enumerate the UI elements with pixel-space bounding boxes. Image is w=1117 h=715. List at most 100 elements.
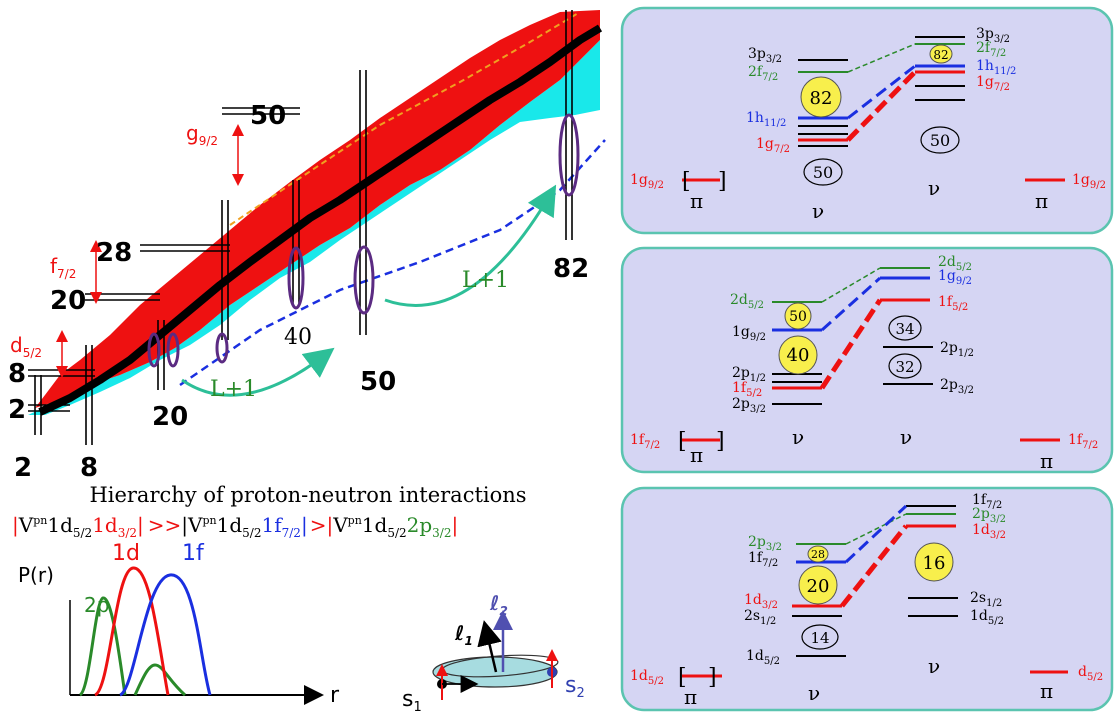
- p1-r-3p32: 3p3/2: [976, 26, 1010, 45]
- p3-pi-right: π: [1040, 679, 1053, 703]
- s2-label: s2: [565, 673, 585, 701]
- p1-pi-right: π: [1035, 189, 1048, 213]
- curve-1d: [94, 566, 170, 697]
- p3-r-1d52: 1d5/2: [970, 608, 1004, 627]
- level-panel-1: 1g9/2 1g9/2 [] π π ν ν 3p3: [620, 6, 1114, 235]
- p1-l-1h112: 1h11/2: [746, 110, 786, 129]
- p-r-label: P(r): [18, 563, 54, 587]
- curve-label-1d: 1d: [112, 541, 140, 566]
- p2-l-2d52: 2d5/2: [730, 292, 764, 311]
- l-plus-one-arrow-1: [181, 347, 335, 397]
- p2-l-2p32: 2p3/2: [732, 396, 766, 415]
- curve-label-1f: 1f: [182, 541, 205, 566]
- p3-r-1d32: 1d3/2: [972, 522, 1006, 541]
- p1-right-proton-label: 1g9/2: [1072, 172, 1106, 191]
- magic-label-40: 40: [284, 325, 312, 350]
- p2-left-proton-label: 1f7/2: [630, 432, 660, 451]
- p3-l-2p32: 2p3/2: [748, 534, 782, 553]
- stability-line: [38, 24, 603, 416]
- svg-text:]: ]: [708, 665, 717, 690]
- magic-label-28: 28: [96, 238, 132, 268]
- magic-label-82: 82: [553, 254, 589, 284]
- magic-label-50: 50: [250, 101, 286, 131]
- p2-nu-right: ν: [900, 425, 912, 449]
- p1-l-3p32: 3p3/2: [748, 46, 782, 65]
- p2-yellow-40: 40: [787, 345, 810, 366]
- p3-l-1d32: 1d3/2: [744, 592, 778, 611]
- p3-r-1f72: 1f7/2: [972, 492, 1002, 511]
- g92-label: g9/2: [186, 121, 218, 148]
- p2-r-2d52: 2d5/2: [938, 254, 972, 273]
- proton-drip-line: [229, 11, 581, 226]
- p1-nu-left: ν: [812, 199, 824, 223]
- p1-yellow-82-small: 82: [933, 48, 948, 62]
- p2-pi-left: π: [690, 443, 703, 467]
- magic-label-8: 8: [8, 359, 26, 389]
- radial-probability-plot: P(r) r 2p 1d 1f: [18, 541, 340, 708]
- curve-2p: [78, 596, 127, 697]
- p1-ellipse-50-left: 50: [813, 163, 833, 182]
- p2-r-2p12: 2p1/2: [940, 340, 974, 359]
- p1-r-1g72: 1g7/2: [976, 74, 1010, 93]
- p3-r-2p32: 2p3/2: [972, 506, 1006, 525]
- magic-label-2: 2: [8, 395, 26, 425]
- p1-nu-right: ν: [928, 176, 940, 200]
- d52-label: d5/2: [10, 333, 42, 360]
- p2-nu-left: ν: [792, 425, 804, 449]
- p3-l-1d52: 1d5/2: [746, 648, 780, 667]
- curve-2p-second-lobe: [133, 663, 186, 697]
- svg-text:[: [: [678, 665, 687, 690]
- magic-label-2-bottom: 2: [14, 453, 32, 483]
- hierarchy-title: Hierarchy of proton-neutron interactions: [89, 483, 526, 507]
- svg-text:[: [: [678, 429, 687, 454]
- p1-ellipse-50-right: 50: [930, 131, 950, 150]
- magic-label-20-bottom: 20: [152, 402, 188, 432]
- p3-r-2s12: 2s1/2: [970, 590, 1002, 609]
- p2-pi-right: π: [1040, 449, 1053, 473]
- level-panel-2: 1f7/2 1f7/2 [] π π ν ν 2d5/2 1g9/2 2p1/2…: [620, 246, 1114, 474]
- magic-label-50-bottom: 50: [360, 367, 396, 397]
- p2-ellipse-32: 32: [895, 358, 914, 376]
- level-panel-3: 1d5/2 d5/2 [] π π ν ν 2p3/2 1f7/2 1d3/2 …: [620, 486, 1114, 712]
- svg-text:]: ]: [716, 429, 725, 454]
- p3-l-2s12: 2s1/2: [744, 608, 776, 627]
- f72-label: f7/2: [50, 254, 76, 281]
- p1-pi-left: π: [690, 189, 703, 213]
- magic-label-20: 20: [50, 286, 86, 316]
- p1-r-1h112: 1h11/2: [976, 58, 1016, 77]
- l-plus-one-label-2: L+1: [462, 268, 509, 293]
- p2-yellow-50: 50: [789, 309, 807, 325]
- p2-r-1g92: 1g9/2: [938, 268, 972, 287]
- p3-ellipse-14: 14: [810, 629, 829, 647]
- p3-l-1f72: 1f7/2: [748, 550, 778, 569]
- curve-label-2p: 2p: [84, 593, 109, 617]
- p2-l-1f52: 1f5/2: [732, 380, 762, 399]
- l-plus-one-label-1: L+1: [210, 377, 257, 402]
- curve-1f: [119, 573, 212, 697]
- l-plus-one-arrow-2: [384, 184, 557, 307]
- p1-left-proton-label: 1g9/2: [630, 172, 664, 191]
- p3-right-proton-label: d5/2: [1078, 664, 1103, 683]
- neutron-dashed-line: [179, 139, 606, 387]
- p2-l-2p12: 2p1/2: [732, 365, 766, 384]
- l1-label: ℓ1: [454, 621, 473, 648]
- shell-ellipses: [147, 113, 580, 368]
- hierarchy-formula: |Vpn1d5/21d3/2| >>|Vpn1d5/21f7/2| >|Vpn1d5…: [12, 513, 458, 540]
- spin-orbit-sketch: ℓ1 ℓ2 s1 s2: [402, 591, 585, 715]
- p3-yellow-16: 16: [923, 553, 946, 574]
- p1-l-1g72: 1g7/2: [756, 136, 790, 155]
- r-label: r: [330, 683, 340, 708]
- p3-yellow-28: 28: [811, 548, 825, 561]
- p2-right-proton-label: 1f7/2: [1068, 432, 1098, 451]
- p1-yellow-82: 82: [810, 88, 833, 109]
- nuclear-chart: 50 28 20 8 2 82 50 20 2 8 40 g9/2 f7/2 d…: [8, 10, 606, 483]
- p3-left-proton-label: 1d5/2: [630, 668, 664, 687]
- p1-l-2f72: 2f7/2: [748, 64, 778, 83]
- p2-r-1f52: 1f5/2: [938, 294, 968, 313]
- p2-ellipse-34: 34: [895, 320, 914, 338]
- svg-text:]: ]: [718, 169, 727, 194]
- p1-r-2f72: 2f7/2: [976, 40, 1006, 59]
- p2-l-1g92: 1g9/2: [732, 324, 766, 343]
- svg-text:[: [: [682, 169, 691, 194]
